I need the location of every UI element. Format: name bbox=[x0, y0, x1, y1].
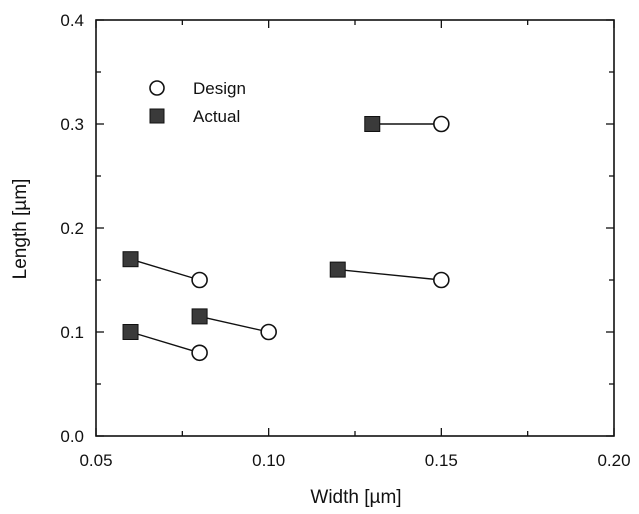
legend-marker-actual bbox=[149, 108, 165, 124]
connector-line bbox=[130, 258, 200, 281]
actual-point bbox=[191, 308, 208, 325]
design-point bbox=[433, 115, 450, 133]
y-tick-label: 0.3 bbox=[60, 115, 84, 134]
x-tick-label: 0.10 bbox=[252, 451, 285, 470]
y-tick-label: 0.4 bbox=[60, 11, 84, 30]
legend-label-design: Design bbox=[193, 79, 246, 98]
actual-point bbox=[329, 261, 346, 278]
design-point bbox=[260, 323, 277, 341]
connector-line bbox=[337, 268, 442, 281]
design-point bbox=[191, 271, 208, 289]
y-tick-label: 0.0 bbox=[60, 427, 84, 446]
legend: Design Actual bbox=[149, 79, 246, 126]
x-tick-label: 0.20 bbox=[597, 451, 630, 470]
plot-frame bbox=[95, 19, 615, 437]
legend-marker-design bbox=[149, 80, 165, 96]
legend-label-actual: Actual bbox=[193, 107, 240, 126]
actual-point bbox=[122, 324, 139, 340]
y-tick-label: 0.2 bbox=[60, 219, 84, 238]
y-axis-label: Length [µm] bbox=[10, 179, 31, 280]
x-tick-label: 0.05 bbox=[79, 451, 112, 470]
x-tick-label: 0.15 bbox=[425, 451, 458, 470]
actual-point bbox=[122, 251, 139, 268]
connector-line bbox=[130, 331, 200, 354]
y-tick-label: 0.1 bbox=[60, 323, 84, 342]
x-axis-label: Width [µm] bbox=[310, 487, 401, 508]
actual-point bbox=[364, 116, 381, 132]
connector-line bbox=[199, 315, 269, 333]
design-point bbox=[433, 271, 450, 289]
design-point bbox=[191, 344, 208, 362]
